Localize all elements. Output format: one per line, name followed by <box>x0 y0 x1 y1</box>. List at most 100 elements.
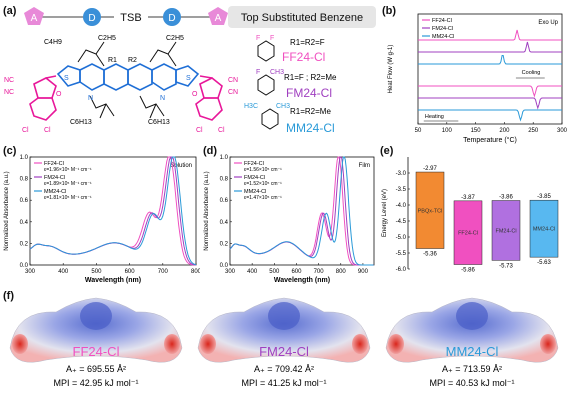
chart-b-xtick-2: 150 <box>471 128 482 134</box>
chart-b-cooling-label: Cooling <box>522 70 541 76</box>
chart-d-title: Film <box>359 163 370 169</box>
esp-name-2: MM24-Cl <box>446 344 499 359</box>
chart-c-series-1 <box>29 156 197 266</box>
chart-b-xtick-4: 250 <box>528 128 539 134</box>
chart-d-series-2 <box>229 156 374 266</box>
chart-d-ytick-1: 0.2 <box>220 241 229 247</box>
chart-c-legend-2: MM24-Cl <box>44 189 66 195</box>
fm-atom-2: CH3 <box>270 69 284 76</box>
esp-negative-right-1 <box>352 334 368 354</box>
chart-b-cooling-curve-0 <box>418 29 562 41</box>
esp-map-1: FM24-Cl A₊ = 709.42 Å² MPI = 41.25 kJ mol⁻… <box>197 297 371 388</box>
esp-area-2: A₊ = 713.59 Å² <box>442 364 502 374</box>
chart-b-xtick-1: 100 <box>442 128 453 134</box>
chart-d-epsilon-0: ε=1.56×10⁵ cm⁻¹ <box>244 167 282 173</box>
chart-e-ytick-2: -4.0 <box>396 203 407 209</box>
chart-c-series-2 <box>29 156 197 266</box>
chart-e-homo-0: -5.36 <box>423 252 437 258</box>
chart-c-legend-1: FM24-Cl <box>44 175 65 181</box>
esp-name-0: FF24-Cl <box>73 344 120 359</box>
chart-c-frame <box>29 156 197 266</box>
chart-c-ytick-4: 0.8 <box>20 177 29 183</box>
s-label-left: S <box>64 75 69 82</box>
chart-c-epsilon-2: ε=1.81×10⁵ M⁻¹ cm⁻¹ <box>44 195 92 201</box>
chart-e-ytick-6: -6.0 <box>396 267 407 273</box>
chart-d-legend-0: FF24-Cl <box>244 161 264 167</box>
chart-d-xtick-3: 600 <box>291 269 302 275</box>
donor-label-left: D <box>88 13 95 24</box>
acceptor-label-right: A <box>215 13 222 24</box>
chart-b-legend-2: MM24-Cl <box>432 34 454 40</box>
cl-label-4: Cl <box>218 127 225 134</box>
chart-b-title: Exo Up <box>538 20 558 26</box>
esp-mpi-2: MPI = 40.53 kJ mol⁻¹ <box>429 378 514 388</box>
cn-label-right-2: CN <box>228 89 238 96</box>
fm-name: FM24-Cl <box>286 86 332 100</box>
chart-b-heating-label: Heating <box>425 114 444 120</box>
ff-formula: R1=R2=F <box>290 38 325 47</box>
panel-a-scheme: A D TSB D A Top Substituted Benzene C4H9… <box>4 6 376 135</box>
chart-c-solution-absorbance: Solution 300 400 500 600 700 800 0.0 0.2 0.4 0.6 0.… <box>4 155 200 284</box>
chart-d-ytick-2: 0.4 <box>220 220 229 226</box>
mm-atom-1: H3C <box>244 103 258 110</box>
cl-label-2: Cl <box>44 127 51 134</box>
donor-block-left <box>83 8 101 26</box>
chart-d-xtick-0: 300 <box>225 269 236 275</box>
chart-e-ytick-3: -4.5 <box>396 219 407 225</box>
cn-label-right: CN <box>228 77 238 84</box>
chart-e-bar-2 <box>491 200 521 261</box>
chart-b-heating-curve-0 <box>418 85 562 98</box>
chart-b-heating-curve-1 <box>418 97 562 110</box>
esp-negative-right-0 <box>164 334 180 354</box>
ff-atom-1: F <box>256 35 260 42</box>
chart-e-lumo-0: -2.97 <box>423 166 437 172</box>
mm-name: MM24-Cl <box>286 121 335 135</box>
chart-c-epsilon-0: ε=1.96×10⁵ M⁻¹ cm⁻¹ <box>44 167 92 173</box>
r2-label: R2 <box>128 57 137 64</box>
esp-area-1: A₊ = 709.42 Å² <box>254 364 314 374</box>
o-label-right: O <box>192 91 198 98</box>
tsb-block <box>114 8 148 26</box>
fused-core <box>56 63 200 91</box>
s-label-right: S <box>186 75 191 82</box>
chart-c-ytick-0: 0.0 <box>20 263 29 269</box>
chart-e-ytick-4: -5.0 <box>396 235 407 241</box>
chart-e-lumo-2: -3.86 <box>499 195 513 201</box>
substituent-list: F F R1=R2=F FF24-Cl F CH3 R1=F ; R2=Me F… <box>244 35 337 135</box>
chart-c-epsilon-1: ε=1.89×10⁵ M⁻¹ cm⁻¹ <box>44 181 92 187</box>
chart-e-bar-1 <box>453 200 483 265</box>
chart-d-ylabel: Normalized Absorbance (a.u.) <box>204 171 210 250</box>
chart-c-ylabel: Normalized Absorbance (a.u.) <box>4 171 10 250</box>
chart-e-bar-0 <box>415 171 445 249</box>
chart-c-xtick-5: 800 <box>191 269 200 275</box>
chart-d-ytick-4: 0.8 <box>220 177 229 183</box>
panel-label-e: (e) <box>380 145 394 157</box>
o-label-left: O <box>56 91 62 98</box>
chart-e-ytick-0: -3.0 <box>396 171 407 177</box>
chart-d-xlabel: Wavelength (nm) <box>274 277 330 284</box>
esp-positive-core-0 <box>80 302 112 330</box>
chart-d-ytick-5: 1.0 <box>220 155 229 161</box>
chart-d-ytick-0: 0.0 <box>220 263 229 269</box>
chart-d-film-absorbance: Film 300 400 500 600 700 800 900 0.0 0.2 0.4 0.6 0.8… <box>204 155 375 284</box>
chart-b-xtick-5: 300 <box>557 128 568 134</box>
chart-b-cooling-curve-1 <box>418 41 562 53</box>
tsb-label: TSB <box>120 12 141 24</box>
substituent-fm: F CH3 R1=F ; R2=Me FM24-Cl <box>256 69 337 100</box>
esp-area-0: A₊ = 695.55 Å² <box>66 364 126 374</box>
alkyl-chains <box>77 41 177 119</box>
chart-d-ytick-3: 0.6 <box>220 198 229 204</box>
n-label-left: N <box>88 95 93 102</box>
chart-c-xtick-1: 400 <box>58 269 69 275</box>
donor-label-right: D <box>168 13 175 24</box>
panel-label-a: (a) <box>3 5 17 17</box>
nc-label-left: NC <box>4 77 14 84</box>
chart-e-barlabel-2: FM24-Cl <box>495 228 516 234</box>
esp-name-1: FM24-Cl <box>259 344 309 359</box>
esp-mpi-0: MPI = 42.95 kJ mol⁻¹ <box>53 378 138 388</box>
chart-c-title: Solution <box>170 163 192 169</box>
chart-e-homo-3: -5.63 <box>537 260 551 266</box>
tsb-title: Top Substituted Benzene <box>241 12 363 24</box>
acceptor-label-left: A <box>31 13 38 24</box>
chart-c-ytick-3: 0.6 <box>20 198 29 204</box>
